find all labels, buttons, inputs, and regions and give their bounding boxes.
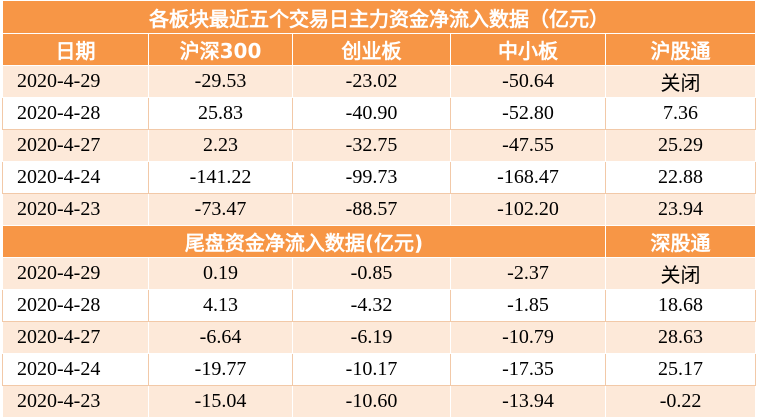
- value-cell: 关闭: [604, 257, 757, 290]
- value-cell: -40.90: [292, 97, 451, 130]
- value-cell: 18.68: [604, 289, 757, 322]
- value-cell: -88.57: [292, 193, 451, 226]
- value-cell: 4.13: [148, 289, 293, 322]
- value-cell: -52.80: [450, 97, 606, 130]
- value-cell: -10.17: [292, 353, 451, 386]
- section-title: 尾盘资金净流入数据(亿元): [2, 225, 606, 258]
- table-row: 日期 沪深300 创业板 中小板 沪股通: [2, 33, 757, 66]
- table-row: 2020-4-24 -19.77 -10.17 -17.35 25.17: [2, 353, 757, 386]
- value-cell: 25.29: [604, 129, 757, 162]
- date-cell: 2020-4-29: [2, 257, 149, 290]
- date-cell: 2020-4-28: [2, 97, 149, 130]
- table-row: 2020-4-28 4.13 -4.32 -1.85 18.68: [2, 289, 757, 322]
- table-row: 2020-4-29 0.19 -0.85 -2.37 关闭: [2, 257, 757, 290]
- value-cell: -73.47: [148, 193, 293, 226]
- value-cell: -0.85: [292, 257, 451, 290]
- value-cell: -17.35: [450, 353, 606, 386]
- table-row: 2020-4-27 2.23 -32.75 -47.55 25.29: [2, 129, 757, 162]
- table-row: 2020-4-23 -15.04 -10.60 -13.94 -0.22: [2, 385, 757, 418]
- value-cell: 关闭: [604, 65, 757, 98]
- column-header: 深股通: [604, 225, 757, 258]
- date-cell: 2020-4-24: [2, 161, 149, 194]
- column-header: 中小板: [450, 33, 606, 66]
- table-row: 2020-4-27 -6.64 -6.19 -10.79 28.63: [2, 321, 757, 354]
- value-cell: -102.20: [450, 193, 606, 226]
- date-cell: 2020-4-28: [2, 289, 149, 322]
- column-header: 沪股通: [604, 33, 757, 66]
- value-cell: -23.02: [292, 65, 451, 98]
- table-row: 2020-4-28 25.83 -40.90 -52.80 7.36: [2, 97, 757, 130]
- value-cell: -99.73: [292, 161, 451, 194]
- date-cell: 2020-4-27: [2, 129, 149, 162]
- table-row: 2020-4-24 -141.22 -99.73 -168.47 22.88: [2, 161, 757, 194]
- table-title: 各板块最近五个交易日主力资金净流入数据（亿元）: [1, 0, 757, 34]
- value-cell: -47.55: [450, 129, 606, 162]
- date-cell: 2020-4-29: [2, 65, 149, 98]
- value-cell: 28.63: [604, 321, 757, 354]
- value-cell: -6.64: [148, 321, 293, 354]
- table-row: 2020-4-29 -29.53 -23.02 -50.64 关闭: [2, 65, 757, 98]
- value-cell: -1.85: [450, 289, 606, 322]
- value-cell: -2.37: [450, 257, 606, 290]
- column-header: 日期: [2, 33, 149, 66]
- value-cell: 25.17: [604, 353, 757, 386]
- value-cell: -19.77: [148, 353, 293, 386]
- value-cell: -13.94: [450, 385, 606, 418]
- date-cell: 2020-4-27: [2, 321, 149, 354]
- value-cell: -29.53: [148, 65, 293, 98]
- table-row: 各板块最近五个交易日主力资金净流入数据（亿元）: [1, 0, 757, 34]
- column-header: 创业板: [292, 33, 451, 66]
- value-cell: -10.79: [450, 321, 606, 354]
- value-cell: -10.60: [292, 385, 451, 418]
- value-cell: -4.32: [292, 289, 451, 322]
- date-cell: 2020-4-24: [2, 353, 149, 386]
- value-cell: 2.23: [148, 129, 293, 162]
- date-cell: 2020-4-23: [2, 193, 149, 226]
- table-row: 2020-4-23 -73.47 -88.57 -102.20 23.94: [2, 193, 757, 226]
- value-cell: 25.83: [148, 97, 293, 130]
- value-cell: -15.04: [148, 385, 293, 418]
- value-cell: 22.88: [604, 161, 757, 194]
- value-cell: -32.75: [292, 129, 451, 162]
- value-cell: -141.22: [148, 161, 293, 194]
- value-cell: 0.19: [148, 257, 293, 290]
- table-row: 尾盘资金净流入数据(亿元) 深股通: [2, 225, 757, 258]
- column-header: 沪深300: [148, 33, 293, 66]
- value-cell: -6.19: [292, 321, 451, 354]
- value-cell: -50.64: [450, 65, 606, 98]
- value-cell: 23.94: [604, 193, 757, 226]
- date-cell: 2020-4-23: [2, 385, 149, 418]
- value-cell: -168.47: [450, 161, 606, 194]
- value-cell: -0.22: [604, 385, 757, 418]
- value-cell: 7.36: [604, 97, 757, 130]
